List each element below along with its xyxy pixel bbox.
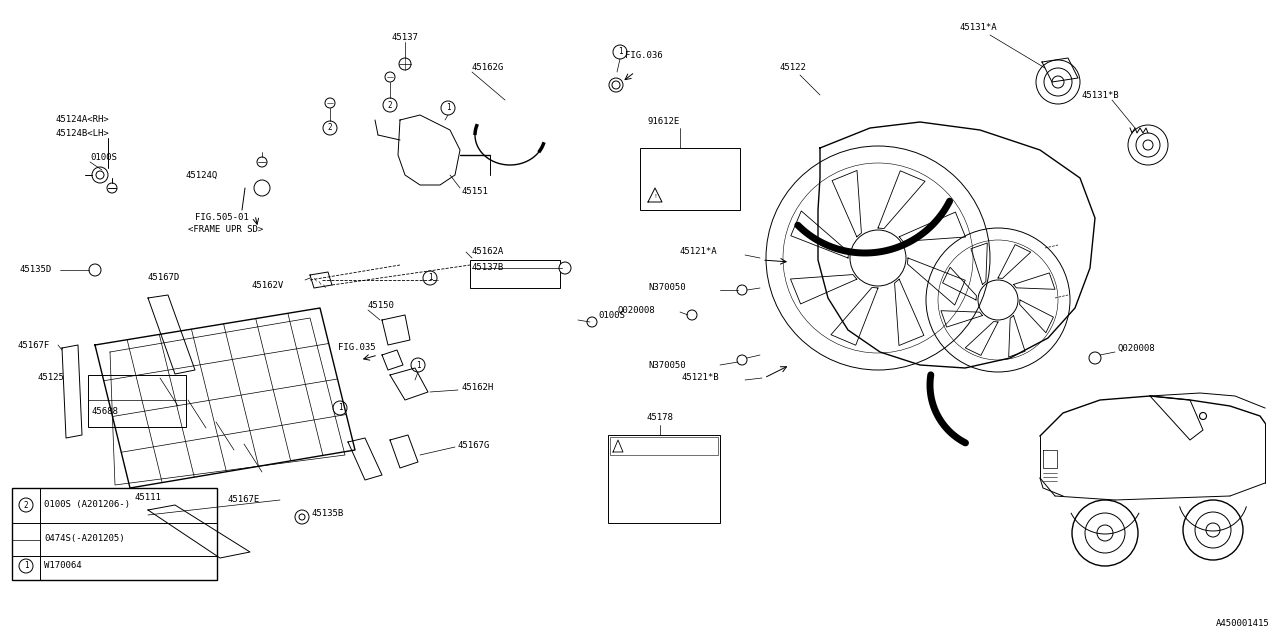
Text: 45124Q: 45124Q — [186, 170, 218, 179]
Text: Q020008: Q020008 — [1117, 344, 1156, 353]
Circle shape — [687, 310, 698, 320]
Text: 1: 1 — [445, 104, 451, 113]
Text: 45167G: 45167G — [458, 440, 490, 449]
Circle shape — [19, 559, 33, 573]
Text: 45162G: 45162G — [472, 63, 504, 72]
Bar — [611, 437, 718, 455]
Circle shape — [612, 81, 620, 89]
Text: W170064: W170064 — [44, 561, 82, 570]
Circle shape — [422, 271, 436, 285]
Circle shape — [1137, 133, 1160, 157]
Text: FIG.505-01: FIG.505-01 — [195, 214, 248, 223]
Text: 45135D: 45135D — [20, 266, 52, 275]
Circle shape — [253, 180, 270, 196]
Bar — [608, 435, 719, 523]
Text: 0100S: 0100S — [90, 152, 116, 161]
Circle shape — [257, 157, 268, 167]
Text: 45137: 45137 — [392, 33, 419, 42]
Text: 45162H: 45162H — [462, 383, 494, 392]
Circle shape — [1036, 60, 1080, 104]
Circle shape — [588, 317, 596, 327]
Text: 45151: 45151 — [462, 188, 489, 196]
Text: 45167F: 45167F — [18, 340, 50, 349]
Circle shape — [333, 401, 347, 415]
Circle shape — [108, 183, 116, 193]
Circle shape — [90, 264, 101, 276]
Text: 45122: 45122 — [780, 63, 806, 72]
Text: 45162A: 45162A — [472, 248, 504, 257]
Bar — [88, 375, 186, 427]
Bar — [640, 148, 740, 210]
Text: 2: 2 — [328, 124, 333, 132]
Text: 45150: 45150 — [369, 301, 394, 310]
Text: <FRAME UPR SD>: <FRAME UPR SD> — [188, 225, 264, 234]
Bar — [470, 260, 561, 288]
Text: 45135B: 45135B — [312, 509, 344, 518]
Circle shape — [1089, 352, 1101, 364]
Circle shape — [383, 98, 397, 112]
Text: 0100S: 0100S — [598, 310, 625, 319]
Circle shape — [559, 262, 571, 274]
Text: 45121*B: 45121*B — [682, 374, 719, 383]
Text: !: ! — [653, 195, 657, 200]
Text: 1: 1 — [618, 47, 622, 56]
Text: Q020008: Q020008 — [618, 305, 655, 314]
Text: N370050: N370050 — [648, 360, 686, 369]
Text: 45137B: 45137B — [472, 264, 504, 273]
Text: 45167D: 45167D — [148, 273, 180, 282]
Bar — [12, 488, 218, 580]
Text: 45131*B: 45131*B — [1082, 90, 1120, 99]
Circle shape — [411, 358, 425, 372]
Circle shape — [609, 78, 623, 92]
Circle shape — [385, 72, 396, 82]
Circle shape — [399, 58, 411, 70]
Text: N370050: N370050 — [648, 284, 686, 292]
Circle shape — [1044, 68, 1073, 96]
Circle shape — [92, 167, 108, 183]
Text: 1: 1 — [338, 403, 342, 413]
Circle shape — [325, 98, 335, 108]
Circle shape — [1052, 76, 1064, 88]
Circle shape — [300, 514, 305, 520]
Text: FIG.035: FIG.035 — [338, 344, 375, 353]
Text: 45167E: 45167E — [228, 495, 260, 504]
Circle shape — [96, 171, 104, 179]
Circle shape — [1143, 140, 1153, 150]
Text: 45178: 45178 — [646, 413, 673, 422]
Text: 45124B<LH>: 45124B<LH> — [55, 129, 109, 138]
Text: 45124A<RH>: 45124A<RH> — [55, 115, 109, 125]
Circle shape — [1128, 125, 1169, 165]
Text: 2: 2 — [24, 500, 28, 509]
Text: 1: 1 — [428, 273, 433, 282]
Text: A450001415: A450001415 — [1216, 619, 1270, 628]
Text: 45121*A: 45121*A — [680, 248, 718, 257]
Circle shape — [19, 498, 33, 512]
Circle shape — [613, 45, 627, 59]
Text: 45125: 45125 — [38, 374, 65, 383]
Text: 91612E: 91612E — [648, 118, 680, 127]
Circle shape — [737, 285, 748, 295]
Text: 2: 2 — [388, 100, 392, 109]
Text: 45111: 45111 — [134, 493, 161, 502]
Circle shape — [323, 121, 337, 135]
Circle shape — [442, 101, 454, 115]
Text: 0474S(-A201205): 0474S(-A201205) — [44, 534, 124, 543]
Circle shape — [737, 355, 748, 365]
Text: 45688: 45688 — [92, 408, 119, 417]
Circle shape — [294, 510, 308, 524]
Text: 1: 1 — [24, 561, 28, 570]
Text: FIG.036: FIG.036 — [625, 51, 663, 60]
Text: 0100S (A201206-): 0100S (A201206-) — [44, 500, 131, 509]
Text: 45131*A: 45131*A — [960, 24, 997, 33]
Text: 1: 1 — [416, 360, 420, 369]
Text: 45162V: 45162V — [252, 280, 284, 289]
